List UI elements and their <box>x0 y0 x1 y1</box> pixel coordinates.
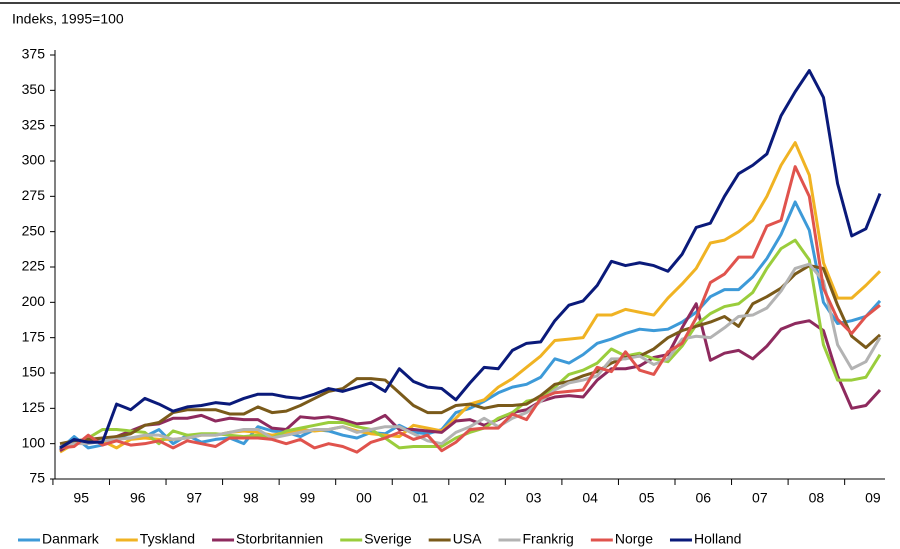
legend-label: Norge <box>615 531 653 547</box>
x-tick-label: 07 <box>752 490 768 506</box>
legend-label: Holland <box>694 531 741 547</box>
x-tick-label: 97 <box>187 490 203 506</box>
line <box>59 69 882 450</box>
x-tick-label: 04 <box>582 490 598 506</box>
y-tick-label: 125 <box>22 399 46 415</box>
y-tick-label: 100 <box>22 434 46 450</box>
legend-label: Frankrig <box>522 531 573 547</box>
x-tick-label: 01 <box>413 490 429 506</box>
line <box>59 262 882 448</box>
y-tick-label: 375 <box>22 46 46 62</box>
y-tick-label: 325 <box>22 116 46 132</box>
x-tick-label: 05 <box>639 490 655 506</box>
line <box>59 264 882 446</box>
y-axis-title: Indeks, 1995=100 <box>12 11 124 27</box>
x-tick-label: 99 <box>300 490 316 506</box>
y-tick-label: 150 <box>22 364 46 380</box>
legend-label: Sverige <box>364 531 412 547</box>
x-tick-label: 00 <box>356 490 372 506</box>
x-tick-label: 96 <box>130 490 146 506</box>
line <box>58 200 882 451</box>
legend-label: USA <box>453 531 482 547</box>
y-tick-label: 275 <box>22 187 46 203</box>
legend-label: Storbritannien <box>236 531 323 547</box>
y-tick-label: 250 <box>22 222 46 238</box>
line <box>59 238 882 450</box>
y-tick-label: 300 <box>22 152 46 168</box>
line <box>59 165 881 454</box>
x-tick-label: 95 <box>73 490 89 506</box>
y-tick-label: 175 <box>22 328 46 344</box>
legend-label: Danmark <box>42 531 100 547</box>
x-tick-label: 98 <box>243 490 259 506</box>
y-tick-label: 200 <box>22 293 46 309</box>
x-tick-label: 08 <box>809 490 825 506</box>
x-tick-label: 03 <box>526 490 542 506</box>
x-tick-label: 02 <box>469 490 485 506</box>
line <box>59 302 882 453</box>
y-tick-label: 350 <box>22 81 46 97</box>
y-tick-label: 225 <box>22 258 46 274</box>
x-tick-label: 06 <box>695 490 711 506</box>
line <box>59 141 882 454</box>
x-tick-label: 09 <box>865 490 881 506</box>
legend-label: Tyskland <box>140 531 195 547</box>
y-tick-label: 75 <box>29 470 45 486</box>
